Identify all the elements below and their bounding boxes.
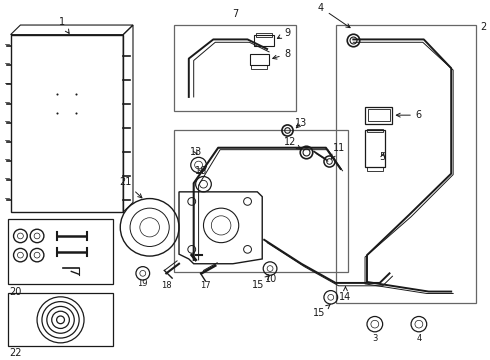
Text: 18: 18: [161, 281, 172, 290]
Text: 15: 15: [252, 275, 270, 290]
Text: 10: 10: [265, 274, 277, 284]
Text: 15: 15: [313, 304, 330, 319]
Text: 2: 2: [481, 22, 487, 32]
Text: 22: 22: [10, 348, 22, 358]
Bar: [365, 130, 385, 167]
Text: 17: 17: [200, 281, 211, 290]
Text: 16: 16: [196, 166, 208, 176]
Text: 4: 4: [318, 3, 350, 28]
Text: 13: 13: [190, 147, 202, 157]
Bar: [8, 293, 113, 346]
Text: 20: 20: [10, 287, 22, 297]
Text: 3: 3: [372, 334, 377, 343]
Text: 1: 1: [58, 17, 69, 33]
Bar: [11, 35, 123, 212]
Text: 19: 19: [138, 279, 148, 288]
Bar: [251, 65, 267, 69]
Text: 13: 13: [295, 118, 308, 128]
Text: 9: 9: [277, 28, 291, 39]
Bar: [367, 129, 383, 132]
Text: 8: 8: [273, 49, 291, 59]
Bar: [368, 109, 390, 121]
Text: 6: 6: [396, 110, 422, 120]
Text: 12: 12: [283, 137, 301, 149]
Bar: [254, 35, 274, 46]
Bar: [256, 33, 272, 36]
Bar: [8, 219, 113, 284]
Bar: [365, 107, 392, 124]
Bar: [367, 167, 383, 171]
Bar: [174, 25, 296, 111]
Text: 7: 7: [232, 9, 239, 19]
Text: 14: 14: [340, 287, 352, 302]
Text: 5: 5: [380, 152, 386, 162]
Bar: [249, 54, 269, 65]
Text: 21: 21: [119, 177, 142, 198]
Bar: [174, 130, 348, 273]
Bar: [336, 25, 476, 303]
Text: 11: 11: [331, 143, 345, 158]
Text: 4: 4: [416, 334, 421, 343]
